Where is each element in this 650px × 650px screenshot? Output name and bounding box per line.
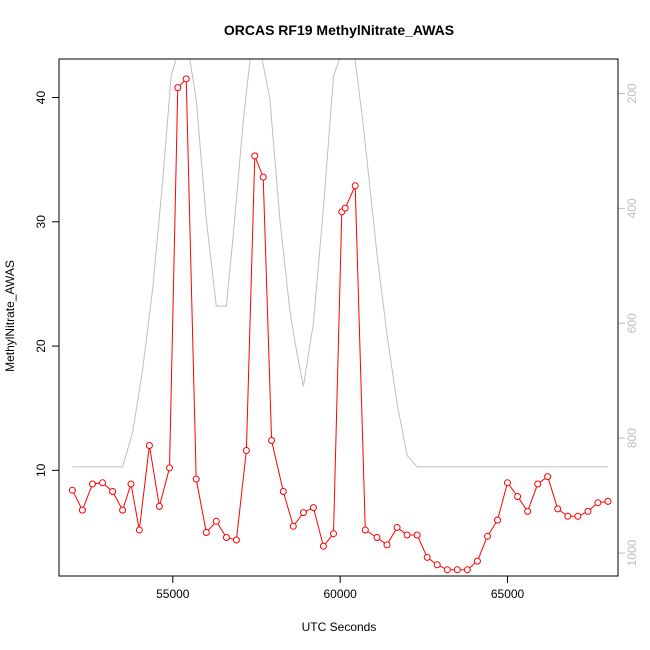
x-tick-label: 65000 bbox=[491, 587, 525, 601]
data-point bbox=[351, 182, 359, 190]
data-point bbox=[99, 479, 106, 487]
data-point bbox=[155, 502, 163, 510]
data-point bbox=[443, 566, 451, 574]
data-point bbox=[383, 541, 391, 549]
data-point bbox=[453, 566, 461, 574]
data-point bbox=[473, 557, 481, 565]
data-point bbox=[78, 506, 86, 514]
chart-title: ORCAS RF19 MethylNitrate_AWAS bbox=[224, 22, 454, 38]
y2-tick-label: 800 bbox=[625, 428, 639, 448]
data-point bbox=[109, 488, 117, 495]
data-point bbox=[127, 480, 135, 488]
y-axis-label: MethylNitrate_AWAS bbox=[3, 260, 17, 372]
data-point bbox=[174, 84, 182, 92]
data-point bbox=[212, 517, 220, 525]
data-point bbox=[594, 499, 602, 507]
data-point bbox=[341, 204, 349, 212]
data-point bbox=[202, 529, 210, 536]
data-point bbox=[145, 442, 153, 449]
data-point bbox=[119, 506, 127, 514]
y-tick-label: 10 bbox=[34, 463, 48, 477]
x-tick-label: 55000 bbox=[156, 587, 190, 601]
data-point bbox=[423, 553, 431, 561]
plot-frame bbox=[58, 58, 619, 577]
x-axis: 55000 60000 65000 bbox=[156, 575, 525, 601]
y2-tick-label: 400 bbox=[625, 198, 639, 218]
data-point bbox=[242, 447, 250, 454]
y2-tick-label: 200 bbox=[625, 83, 639, 103]
data-point bbox=[393, 524, 401, 531]
data-point bbox=[268, 437, 276, 444]
data-point bbox=[544, 473, 552, 481]
data-point bbox=[89, 480, 96, 488]
pressure-line bbox=[72, 59, 608, 468]
data-point bbox=[463, 566, 471, 574]
data-point bbox=[564, 512, 572, 520]
data-point bbox=[524, 507, 532, 515]
data-point bbox=[299, 509, 307, 517]
data-point bbox=[514, 493, 522, 500]
data-point bbox=[135, 526, 143, 534]
data-point bbox=[279, 488, 287, 495]
data-point bbox=[182, 75, 190, 83]
data-point bbox=[259, 173, 267, 181]
data-point bbox=[484, 532, 491, 540]
data-point bbox=[319, 542, 327, 550]
data-point bbox=[584, 507, 592, 515]
series-line bbox=[71, 77, 609, 571]
data-point bbox=[554, 505, 562, 513]
data-point bbox=[534, 480, 542, 488]
y2-tick-label: 600 bbox=[625, 313, 639, 333]
y-axis: 10 20 30 40 bbox=[34, 91, 60, 477]
y-tick-label: 40 bbox=[34, 91, 48, 105]
data-point bbox=[166, 464, 173, 472]
data-point bbox=[222, 534, 230, 541]
x-tick-label: 60000 bbox=[323, 587, 357, 601]
data-point bbox=[68, 486, 76, 494]
pressure-layer bbox=[72, 59, 608, 468]
data-point bbox=[232, 536, 240, 544]
data-point bbox=[361, 526, 369, 534]
data-point bbox=[289, 522, 297, 530]
data-point bbox=[309, 504, 317, 512]
data-point bbox=[413, 531, 421, 539]
series-layer bbox=[68, 75, 612, 574]
data-point bbox=[433, 561, 441, 569]
data-point bbox=[574, 512, 582, 520]
data-point bbox=[330, 530, 337, 538]
y2-tick-label: 1000 bbox=[625, 539, 639, 566]
data-point bbox=[504, 479, 511, 487]
x-axis-label: UTC Seconds bbox=[302, 620, 377, 634]
y2-axis: 200 400 600 800 1000 bbox=[617, 83, 639, 566]
data-point bbox=[403, 531, 411, 539]
data-point bbox=[192, 475, 200, 483]
y-tick-label: 20 bbox=[34, 339, 48, 353]
data-point bbox=[494, 516, 501, 524]
data-point bbox=[604, 497, 612, 505]
data-point bbox=[251, 152, 259, 160]
y-tick-label: 30 bbox=[34, 215, 48, 229]
data-point bbox=[373, 534, 381, 541]
